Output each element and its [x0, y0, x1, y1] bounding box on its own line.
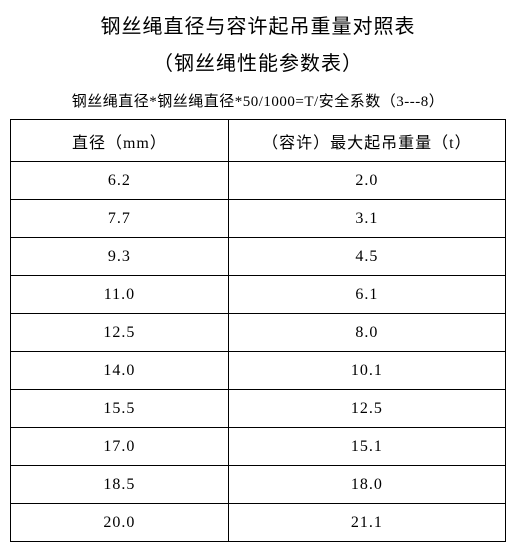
table-row: 9.3 4.5	[11, 238, 506, 276]
title-main: 钢丝绳直径与容许起吊重量对照表	[10, 10, 506, 39]
cell-diameter: 12.5	[11, 314, 229, 352]
cell-capacity: 10.1	[228, 352, 505, 390]
header-diameter: 直径（mm）	[11, 120, 229, 162]
table-row: 6.2 2.0	[11, 162, 506, 200]
cell-capacity: 18.0	[228, 466, 505, 504]
wire-rope-table: 直径（mm） （容许）最大起吊重量（t） 6.2 2.0 7.7 3.1 9.3…	[10, 119, 506, 542]
table-body: 6.2 2.0 7.7 3.1 9.3 4.5 11.0 6.1 12.5 8.…	[11, 162, 506, 542]
cell-capacity: 6.1	[228, 276, 505, 314]
table-row: 15.5 12.5	[11, 390, 506, 428]
table-row: 14.0 10.1	[11, 352, 506, 390]
cell-diameter: 20.0	[11, 504, 229, 542]
cell-diameter: 9.3	[11, 238, 229, 276]
table-row: 20.0 21.1	[11, 504, 506, 542]
cell-capacity: 2.0	[228, 162, 505, 200]
cell-capacity: 8.0	[228, 314, 505, 352]
table-row: 12.5 8.0	[11, 314, 506, 352]
cell-diameter: 14.0	[11, 352, 229, 390]
cell-diameter: 17.0	[11, 428, 229, 466]
cell-diameter: 6.2	[11, 162, 229, 200]
cell-diameter: 7.7	[11, 200, 229, 238]
header-capacity: （容许）最大起吊重量（t）	[228, 120, 505, 162]
cell-diameter: 15.5	[11, 390, 229, 428]
table-row: 18.5 18.0	[11, 466, 506, 504]
title-sub: （钢丝绳性能参数表）	[10, 47, 506, 76]
cell-diameter: 11.0	[11, 276, 229, 314]
table-header-row: 直径（mm） （容许）最大起吊重量（t）	[11, 120, 506, 162]
cell-capacity: 15.1	[228, 428, 505, 466]
cell-capacity: 4.5	[228, 238, 505, 276]
cell-capacity: 3.1	[228, 200, 505, 238]
formula-text: 钢丝绳直径*钢丝绳直径*50/1000=T/安全系数（3---8）	[10, 90, 506, 111]
table-row: 7.7 3.1	[11, 200, 506, 238]
table-row: 11.0 6.1	[11, 276, 506, 314]
table-row: 17.0 15.1	[11, 428, 506, 466]
cell-diameter: 18.5	[11, 466, 229, 504]
cell-capacity: 21.1	[228, 504, 505, 542]
cell-capacity: 12.5	[228, 390, 505, 428]
